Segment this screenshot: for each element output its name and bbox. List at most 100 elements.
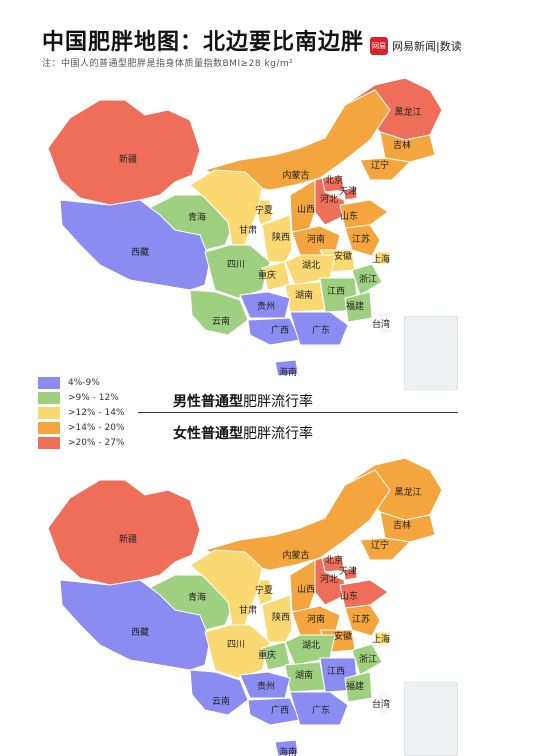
- province-region: [261, 214, 293, 263]
- province-label: 湖南: [295, 289, 313, 301]
- male-caption-rest: 肥胖流行率: [243, 394, 313, 410]
- province-region: [289, 559, 316, 613]
- province-label: 台湾: [372, 698, 390, 710]
- province-label: 山西: [297, 584, 315, 595]
- province-label: 宁夏: [255, 584, 273, 596]
- province-label: 甘肃: [239, 604, 257, 616]
- province-label: 内蒙古: [282, 169, 309, 181]
- page-title: 中国肥胖地图：北边要比南边胖: [42, 30, 365, 55]
- province-label: 云南: [212, 695, 230, 707]
- province-region: [247, 697, 301, 726]
- province-label: 贵州: [257, 680, 275, 692]
- province-region: [47, 99, 201, 206]
- province-label: 广西: [271, 704, 289, 716]
- legend-item: >9% - 12%: [38, 390, 125, 405]
- female-caption-bold: 女性普通型: [173, 426, 243, 442]
- province-region: [344, 224, 381, 257]
- province-label: 广东: [312, 324, 330, 336]
- province-region: [289, 691, 349, 726]
- province-label: 河北: [320, 193, 338, 205]
- province-label: 新疆: [119, 533, 137, 545]
- province-label: 黑龙江: [394, 486, 421, 498]
- province-label: 江西: [327, 666, 345, 677]
- legend-item: 4%-9%: [38, 375, 125, 390]
- province-label: 浙江: [359, 273, 377, 285]
- province-region: [274, 739, 299, 756]
- province-label: 宁夏: [255, 204, 273, 216]
- province-region: [377, 311, 393, 337]
- province-label: 台湾: [372, 318, 390, 330]
- province-label: 重庆: [258, 269, 276, 281]
- province-label: 安徽: [334, 250, 352, 262]
- province-label: 上海: [372, 633, 390, 645]
- female-caption: 女性普通型肥胖流行率: [173, 423, 313, 443]
- legend-swatch: [38, 406, 60, 419]
- province-region: [239, 291, 291, 319]
- province-label: 湖南: [295, 669, 313, 681]
- province-label: 浙江: [359, 653, 377, 665]
- province-label: 山东: [340, 590, 358, 602]
- south-china-sea-inset: [404, 316, 458, 390]
- province-label: 吉林: [393, 139, 411, 151]
- province-label: 江苏: [352, 613, 370, 625]
- legend-label: 4%-9%: [68, 377, 100, 388]
- province-label: 福建: [346, 300, 364, 312]
- province-region: [189, 669, 249, 716]
- province-region: [239, 671, 291, 699]
- brand: 网易 网易新闻|数读: [370, 37, 462, 55]
- bmi-note: 注：中国人的普通型肥胖是指身体质量指数BMI≥28 kg/m²: [42, 59, 294, 69]
- legend-item: >12% - 14%: [38, 405, 125, 420]
- province-label: 北京: [325, 174, 343, 186]
- province-label: 江西: [327, 286, 345, 297]
- legend: 4%-9% >9% - 12% >12% - 14% >14% - 20% >2…: [38, 375, 125, 450]
- province-label: 辽宁: [371, 159, 389, 171]
- province-region: [291, 225, 341, 256]
- south-china-sea-inset: [404, 682, 458, 756]
- province-label: 云南: [212, 315, 230, 327]
- female-caption-rest: 肥胖流行率: [243, 426, 313, 442]
- legend-label: >9% - 12%: [68, 392, 119, 403]
- province-region: [289, 311, 349, 346]
- province-region: [254, 199, 273, 226]
- legend-swatch: [38, 376, 60, 389]
- province-label: 吉林: [393, 519, 411, 531]
- province-label: 湖北: [302, 640, 320, 651]
- province-label: 广东: [312, 704, 330, 716]
- province-label: 黑龙江: [394, 106, 421, 118]
- province-label: 海南: [279, 746, 297, 756]
- province-region: [343, 187, 358, 201]
- province-label: 海南: [279, 366, 297, 378]
- province-region: [47, 479, 201, 586]
- province-region: [59, 579, 211, 671]
- legend-label: >12% - 14%: [68, 407, 125, 418]
- province-label: 新疆: [119, 153, 137, 165]
- province-region: [351, 263, 383, 296]
- province-label: 山西: [297, 204, 315, 215]
- province-label: 天津: [339, 186, 357, 197]
- province-label: 天津: [339, 566, 357, 577]
- province-label: 福建: [346, 680, 364, 692]
- province-region: [344, 604, 381, 637]
- legend-item: >20% - 27%: [38, 435, 125, 450]
- province-label: 西藏: [131, 626, 149, 638]
- province-region: [189, 169, 263, 246]
- province-region: [374, 251, 391, 265]
- province-region: [339, 199, 389, 229]
- province-label: 西藏: [131, 246, 149, 258]
- province-label: 内蒙古: [282, 549, 309, 561]
- province-label: 山东: [340, 210, 358, 222]
- province-label: 湖北: [302, 260, 320, 271]
- province-region: [344, 291, 373, 323]
- province-label: 河北: [320, 573, 338, 585]
- province-region: [261, 594, 293, 643]
- province-region: [189, 289, 249, 336]
- province-label: 重庆: [258, 649, 276, 661]
- province-region: [359, 537, 412, 561]
- brand-logo: 网易: [370, 37, 388, 55]
- province-region: [247, 317, 301, 346]
- province-label: 四川: [227, 640, 245, 650]
- province-label: 贵州: [257, 300, 275, 312]
- province-label: 青海: [188, 211, 206, 223]
- male-caption-bold: 男性普通型: [173, 394, 243, 410]
